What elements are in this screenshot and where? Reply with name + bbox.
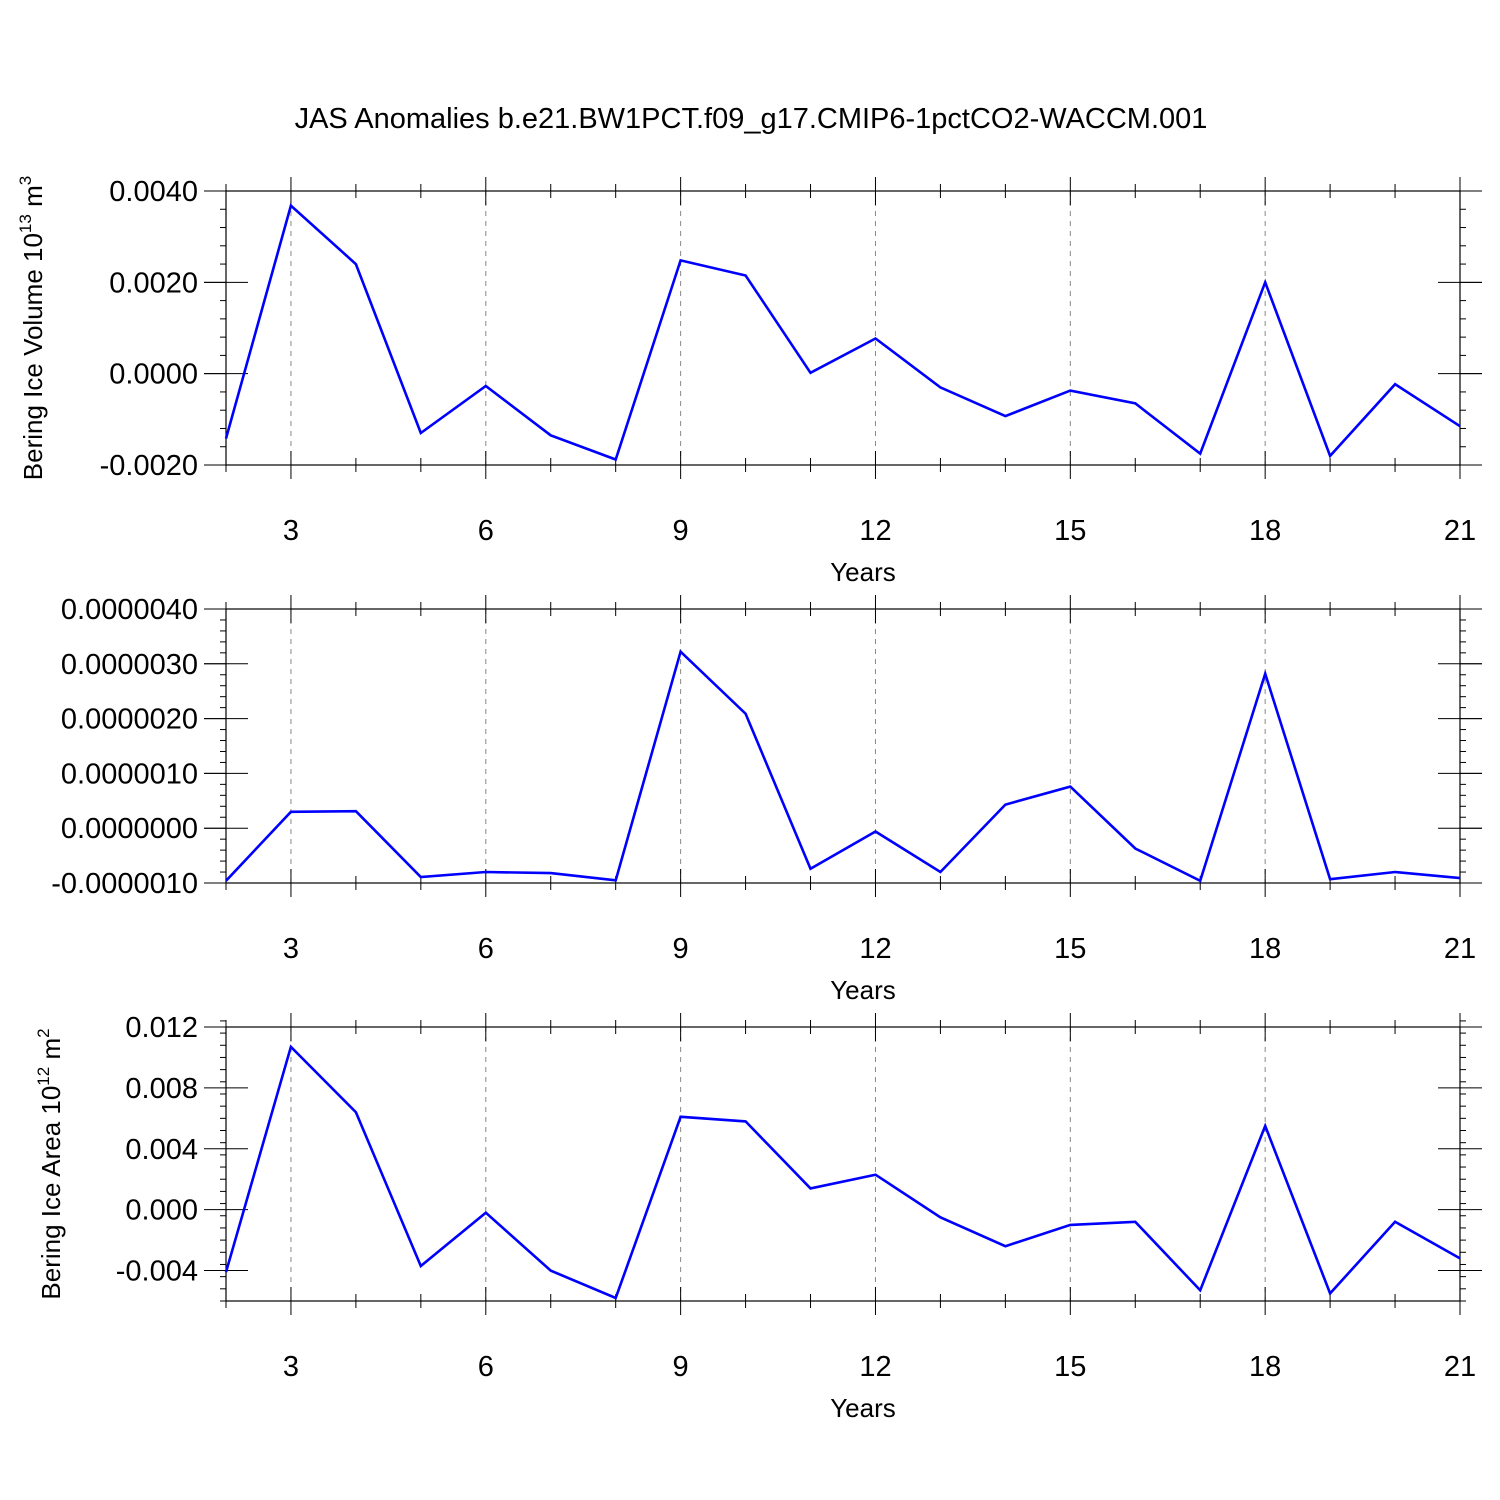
series-line (224, 203, 1461, 462)
y-tick-label: 0.008 (125, 1073, 198, 1105)
y-tick-label: 0.000 (125, 1195, 198, 1227)
series-line (224, 1044, 1461, 1300)
y-tick-label: 0.0020 (109, 267, 198, 299)
series-line (225, 649, 1461, 883)
axes-frame (225, 1026, 1461, 1302)
panel-3: -0.004 0.000 0.004 0.008 0.012 3 6 9 12 15 18 21 Yea… (34, 1012, 1482, 1423)
panel-1: -0.0020 0.0000 0.0020 0.0040 3 6 9 12 15 18 21 Year… (16, 176, 1482, 587)
panels: -0.0020 0.0000 0.0020 0.0040 3 6 9 12 15 18 21 Year… (16, 176, 1482, 1423)
axes-frame (225, 190, 1461, 466)
y-tick-label: 0.004 (125, 1134, 198, 1166)
y-tick-label: 0.0000020 (61, 704, 198, 736)
x-tick-label: 3 (283, 515, 299, 547)
x-tick-label: 12 (859, 933, 891, 965)
x-tick-label: 15 (1054, 933, 1086, 965)
x-tick-label: 9 (673, 1351, 689, 1383)
x-tick-label: 9 (673, 933, 689, 965)
x-tick-label: 12 (859, 515, 891, 547)
x-tick-label: 6 (478, 515, 494, 547)
x-tick-label: 9 (673, 515, 689, 547)
y-tick-label: 0.0040 (109, 176, 198, 208)
y-tick-label: 0.0000 (109, 359, 198, 391)
x-tick-label: 3 (283, 933, 299, 965)
x-tick-label: 6 (478, 1351, 494, 1383)
x-axis-label: Years (830, 1393, 896, 1423)
axes-frame (225, 608, 1461, 884)
y-tick-label: 0.012 (125, 1012, 198, 1044)
x-tick-label: 3 (283, 1351, 299, 1383)
panel-2: -0.0000010 0.0000000 0.0000010 0.0000020 0.0… (51, 594, 1482, 1005)
x-axis-label: Years (830, 975, 896, 1005)
y-tick-label: 0.0000030 (61, 649, 198, 681)
chart-title: JAS Anomalies b.e21.BW1PCT.f09_g17.CMIP6… (295, 103, 1208, 135)
y-tick-label: 0.0000000 (61, 813, 198, 845)
x-tick-label: 21 (1444, 515, 1476, 547)
y-tick-label: -0.0020 (100, 450, 198, 482)
y-axis-label: Bering Ice Area 1012 m2 (34, 1028, 66, 1299)
x-tick-label: 18 (1249, 1351, 1281, 1383)
y-tick-label: -0.0000010 (51, 868, 198, 900)
x-tick-label: 21 (1444, 1351, 1476, 1383)
x-tick-label: 18 (1249, 515, 1281, 547)
y-tick-label: 0.0000010 (61, 758, 198, 790)
x-tick-label: 18 (1249, 933, 1281, 965)
x-tick-label: 6 (478, 933, 494, 965)
x-tick-label: 21 (1444, 933, 1476, 965)
x-axis-label: Years (830, 557, 896, 587)
x-tick-label: 15 (1054, 1351, 1086, 1383)
x-tick-label: 15 (1054, 515, 1086, 547)
y-tick-label: -0.004 (116, 1256, 198, 1288)
x-tick-label: 12 (859, 1351, 891, 1383)
y-axis-label: Bering Ice Volume 1013 m3 (16, 176, 48, 480)
y-tick-label: 0.0000040 (61, 594, 198, 626)
